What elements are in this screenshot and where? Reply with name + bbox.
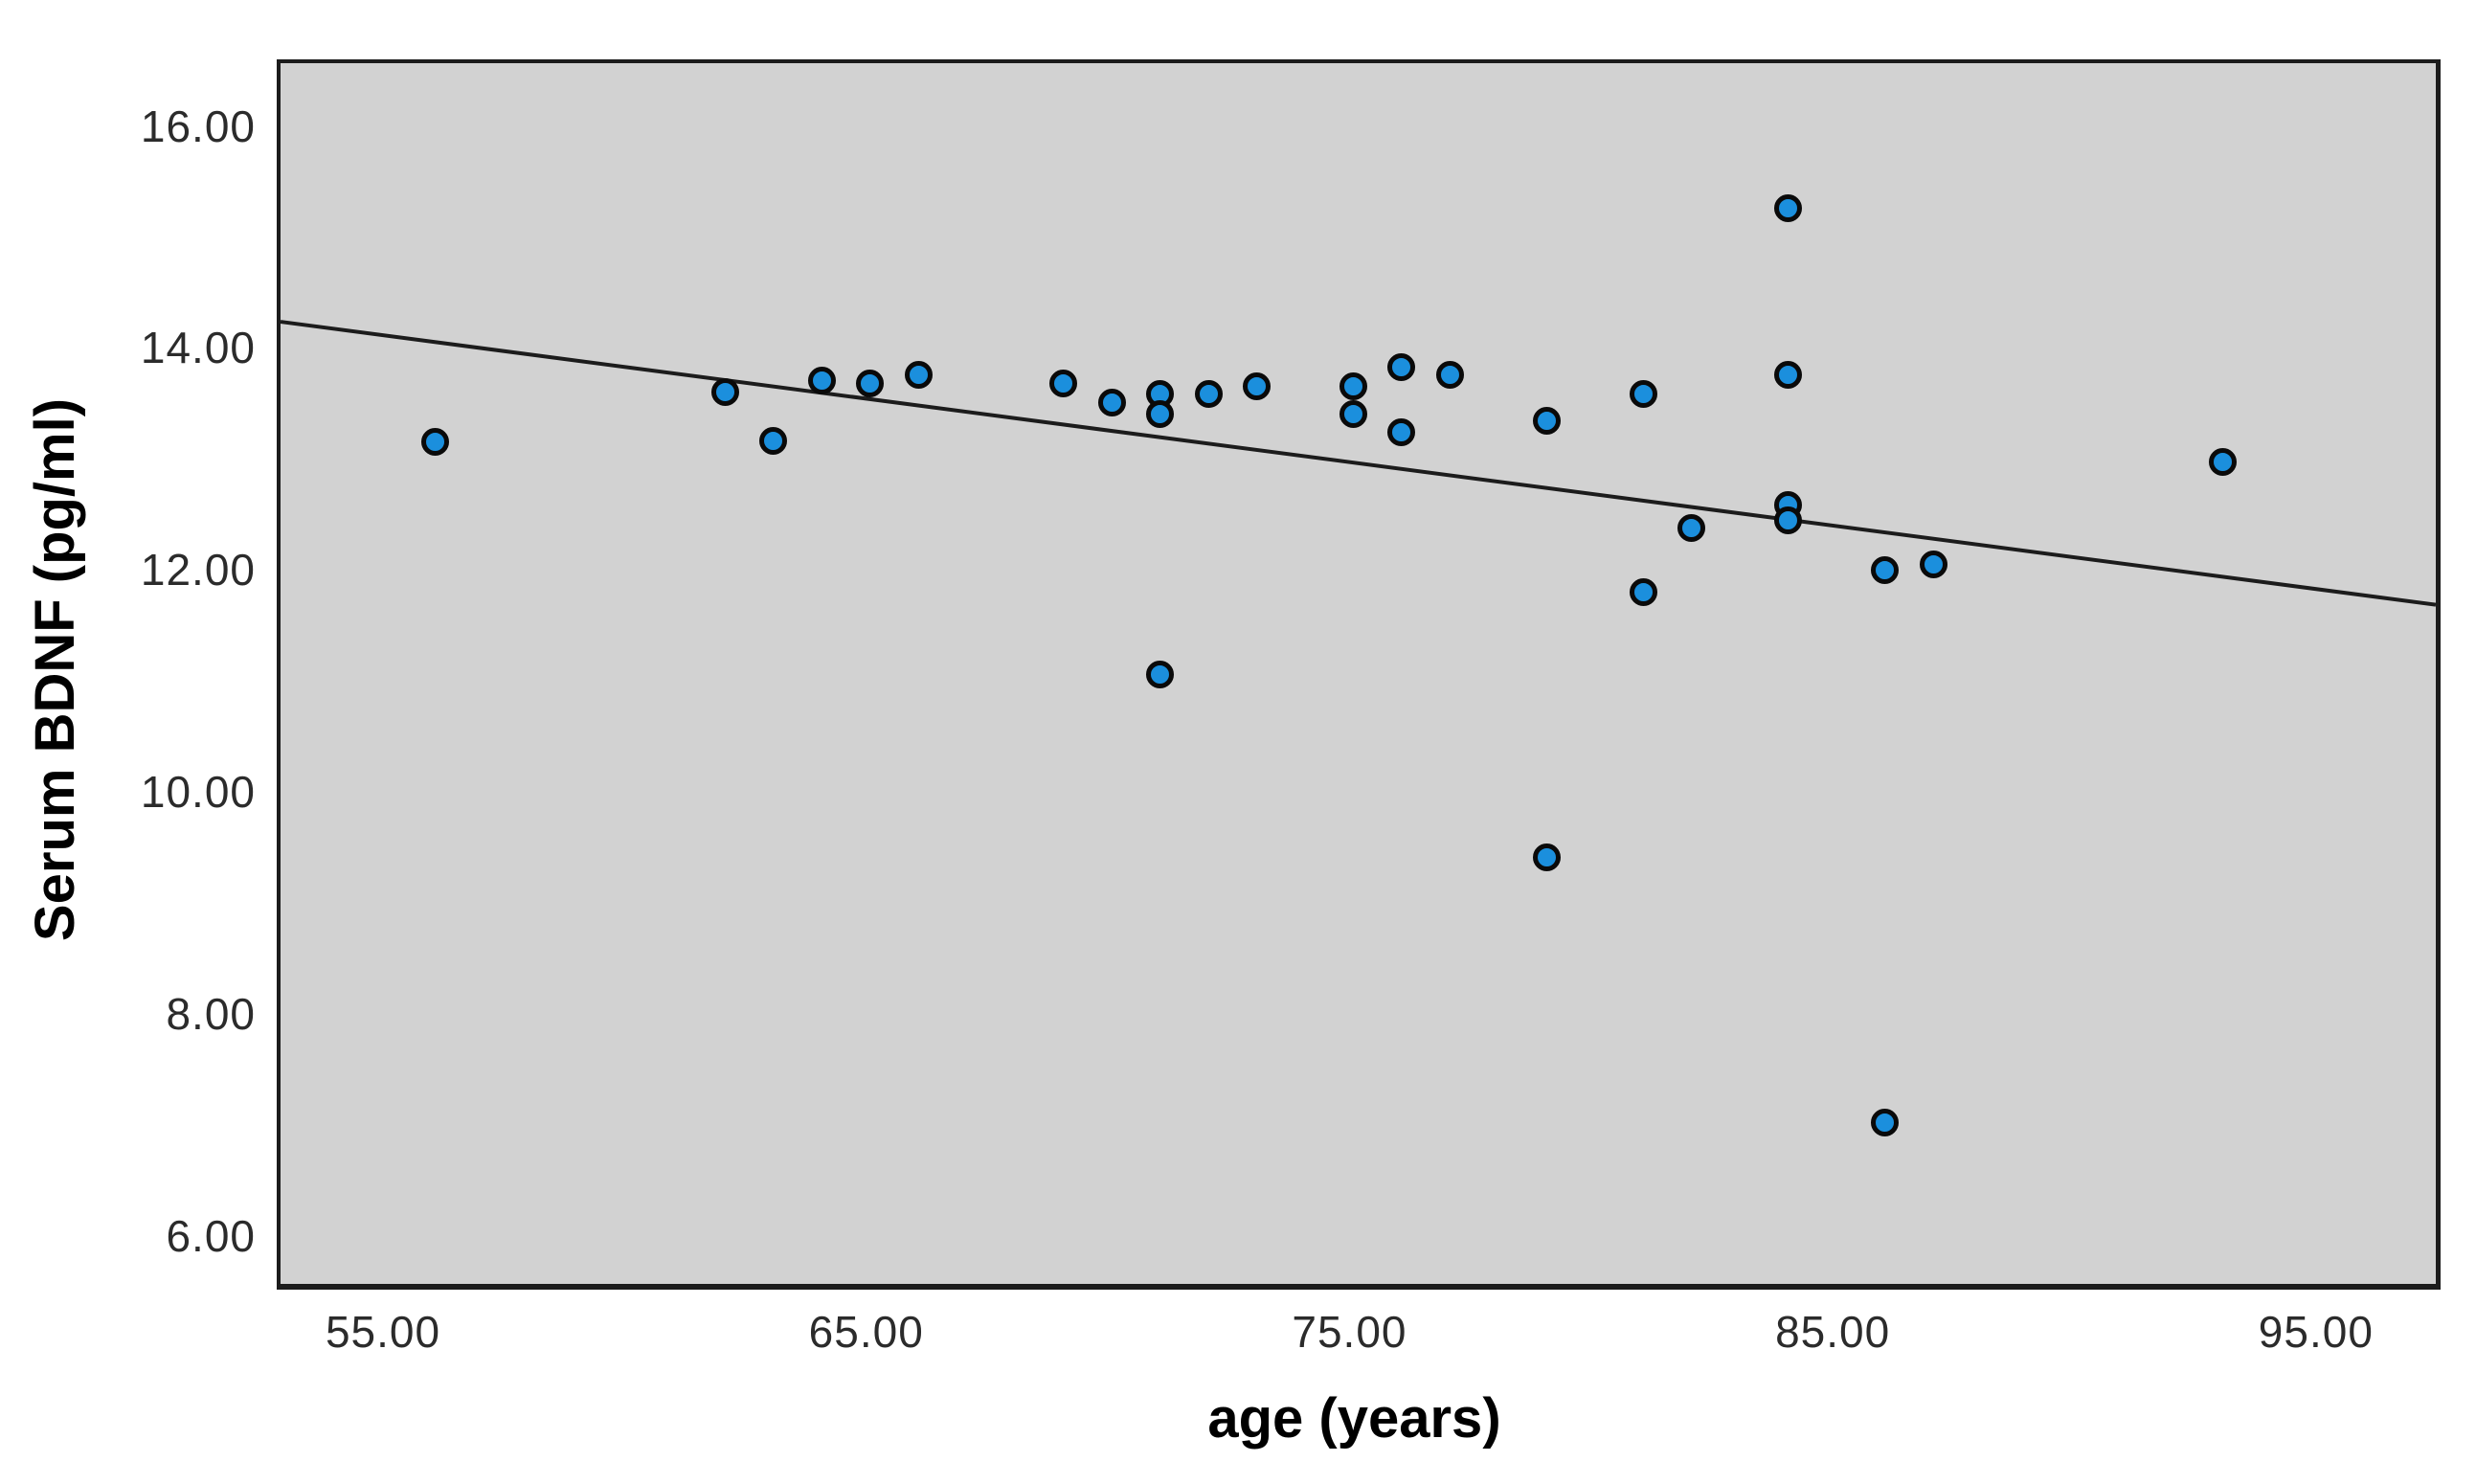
- y-axis-title: Serum BDNF (pg/ml): [10, 59, 101, 1280]
- data-point: [1919, 551, 1947, 579]
- y-tick-label: 8.00: [166, 988, 256, 1039]
- data-point: [759, 426, 788, 455]
- data-point: [710, 377, 739, 406]
- fit-line-layer: [280, 320, 2437, 607]
- regression-line: [280, 320, 2437, 607]
- y-tick-label: 10.00: [140, 767, 256, 817]
- data-point: [1146, 661, 1175, 689]
- x-tick-label: 75.00: [1292, 1307, 1407, 1357]
- data-point: [1194, 379, 1223, 408]
- data-point: [904, 361, 933, 390]
- x-tick-label: 55.00: [325, 1307, 441, 1357]
- data-point: [1532, 843, 1561, 872]
- data-point: [1435, 361, 1464, 390]
- data-point: [1774, 194, 1803, 223]
- y-tick-label: 14.00: [140, 323, 256, 373]
- data-point: [1387, 418, 1416, 447]
- plot-area: [277, 59, 2441, 1290]
- data-point: [1871, 1109, 1900, 1137]
- y-axis-title-text: Serum BDNF (pg/ml): [24, 397, 87, 942]
- data-point: [1243, 371, 1271, 400]
- data-point: [1871, 556, 1900, 585]
- data-point: [1049, 370, 1078, 398]
- data-point: [2209, 447, 2238, 476]
- data-point: [1387, 353, 1416, 382]
- data-point: [1339, 371, 1367, 400]
- data-point: [1097, 389, 1126, 417]
- x-tick-label: 65.00: [808, 1307, 924, 1357]
- y-tick-label: 6.00: [166, 1210, 256, 1261]
- y-tick-label: 12.00: [140, 545, 256, 596]
- data-point: [1629, 578, 1657, 607]
- data-point: [1774, 506, 1803, 535]
- data-point: [1774, 361, 1803, 390]
- data-point: [421, 427, 449, 456]
- data-point: [1532, 406, 1561, 435]
- x-tick-label: 95.00: [2258, 1307, 2374, 1357]
- data-point: [807, 367, 836, 394]
- data-point: [1677, 514, 1706, 543]
- data-point: [1339, 399, 1367, 428]
- data-point: [856, 370, 885, 398]
- data-point: [1146, 399, 1175, 428]
- x-axis-title: age (years): [1207, 1387, 1501, 1450]
- data-point: [1629, 379, 1657, 408]
- x-tick-label: 85.00: [1775, 1307, 1891, 1357]
- y-tick-label: 16.00: [140, 101, 256, 151]
